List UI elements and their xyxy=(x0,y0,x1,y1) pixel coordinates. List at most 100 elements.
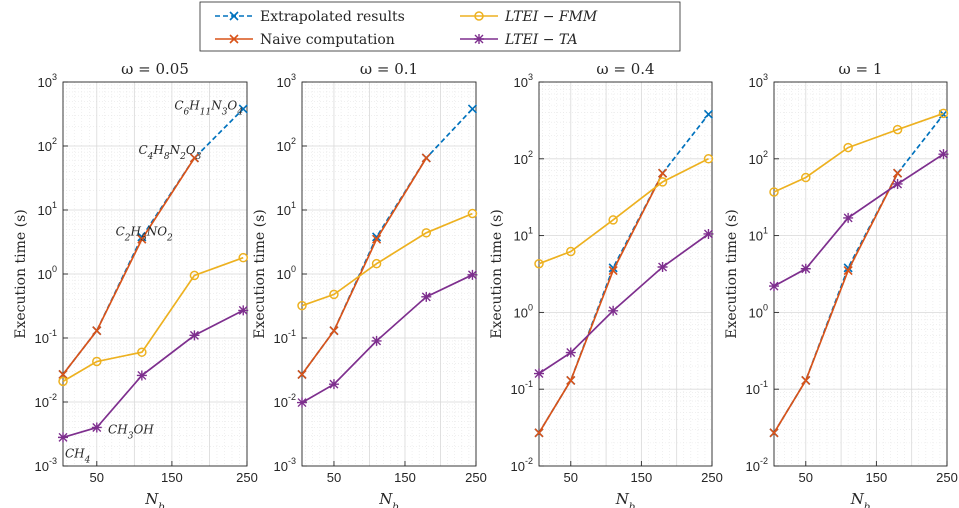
x-axis-label: Nb xyxy=(378,490,399,508)
data-point xyxy=(938,108,949,119)
data-point xyxy=(58,432,68,443)
series-line xyxy=(773,112,944,193)
data-point xyxy=(843,142,853,153)
y-tick-label: 10-2 xyxy=(35,392,57,410)
x-tick-label: 150 xyxy=(631,470,653,485)
data-point xyxy=(801,375,811,386)
data-point xyxy=(843,212,854,223)
series-ltei-fmm xyxy=(769,108,949,197)
series-naive-computation xyxy=(297,153,431,379)
series-naive-computation xyxy=(534,168,668,438)
y-tick-label: 100 xyxy=(277,264,296,282)
data-point xyxy=(608,215,618,225)
data-point xyxy=(566,246,576,257)
x-tick-label: 250 xyxy=(236,470,258,485)
legend-label: Naive computation xyxy=(260,32,395,48)
series-ltei-fmm xyxy=(297,208,478,311)
data-point xyxy=(769,187,779,197)
x-axis-label: Nb xyxy=(850,490,871,508)
data-point xyxy=(657,262,668,273)
data-point xyxy=(703,228,714,239)
data-point xyxy=(658,168,668,178)
y-tick-label: 10-2 xyxy=(274,392,296,410)
y-tick-label: 103 xyxy=(277,72,296,90)
grid xyxy=(539,81,713,467)
panel-1: 10-3 10-2 10-1 100 101 102 103 50 150 250 ω = 0.05… xyxy=(13,60,258,508)
series-line xyxy=(62,309,244,439)
annotation-ch4: CH4 xyxy=(65,447,91,466)
y-tick-label: 10-1 xyxy=(35,328,57,346)
data-point xyxy=(938,149,949,160)
legend-entry-ltei-fmm: LTEI − FMM xyxy=(460,9,598,25)
panel-2: 10-3 10-2 10-1 100 101 102 103 50 150 250 ω = 0.1 E… xyxy=(252,60,487,508)
grid xyxy=(774,81,948,467)
y-tick-label: 100 xyxy=(749,302,768,320)
data-point xyxy=(137,347,147,357)
data-point xyxy=(657,177,668,187)
data-point xyxy=(703,154,714,164)
legend-label: LTEI − TA xyxy=(504,32,578,48)
axes-box xyxy=(538,81,713,467)
data-point xyxy=(297,369,307,379)
series-extrapolated-results xyxy=(534,109,714,438)
data-point xyxy=(892,178,903,189)
data-point xyxy=(703,109,714,119)
data-point xyxy=(92,326,102,336)
panel-4: 10-2 10-1 100 101 102 103 50 150 250 ω = 1 Executi… xyxy=(724,60,958,508)
y-tick-label: 102 xyxy=(277,136,296,154)
data-point xyxy=(566,375,576,386)
y-tick-label: 103 xyxy=(514,72,533,90)
y-tick-label: 10-3 xyxy=(274,456,296,474)
data-point xyxy=(800,263,811,274)
data-point xyxy=(238,252,248,263)
x-tick-label: 150 xyxy=(394,470,416,485)
series-group xyxy=(769,108,949,438)
y-axis-label: Execution time (s) xyxy=(13,209,29,338)
y-tick-label: 100 xyxy=(514,302,533,320)
legend-box: Extrapolated results Naive computation LTE… xyxy=(199,1,681,52)
legend-marker xyxy=(474,11,484,21)
data-point xyxy=(189,330,200,341)
data-point xyxy=(843,266,853,276)
data-point xyxy=(467,208,478,219)
series-ltei-ta xyxy=(297,269,478,408)
data-point xyxy=(769,281,779,292)
data-point xyxy=(189,153,199,163)
data-point xyxy=(534,258,544,269)
annotation-c2h5no2: C2H5NO2 xyxy=(116,224,173,243)
x-tick-label: 50 xyxy=(327,470,341,485)
y-tick-label: 101 xyxy=(749,226,768,244)
y-tick-label: 101 xyxy=(514,226,533,244)
data-point xyxy=(92,356,102,367)
x-tick-label: 150 xyxy=(161,470,183,485)
data-point xyxy=(238,305,249,316)
data-point xyxy=(58,376,68,387)
data-point xyxy=(608,266,618,276)
data-point xyxy=(421,291,432,302)
data-point xyxy=(329,289,339,300)
y-tick-label: 10-1 xyxy=(746,379,768,397)
series-ltei-fmm xyxy=(534,154,714,269)
data-point xyxy=(136,370,147,381)
series-group xyxy=(534,109,714,438)
data-point xyxy=(565,347,576,358)
data-point xyxy=(769,428,779,438)
data-point xyxy=(238,104,248,114)
x-tick-label: 50 xyxy=(799,470,813,485)
data-point xyxy=(372,234,382,244)
legend-marker xyxy=(229,34,239,44)
x-tick-label: 250 xyxy=(465,470,487,485)
data-point xyxy=(58,369,68,379)
data-point xyxy=(892,124,903,135)
series-line xyxy=(301,212,473,307)
data-point xyxy=(421,153,431,163)
series-ltei-fmm xyxy=(58,252,248,387)
y-axis-label: Execution time (s) xyxy=(252,209,268,338)
series-line xyxy=(62,157,196,375)
data-point xyxy=(467,269,478,280)
y-tick-label: 103 xyxy=(749,72,768,90)
data-point xyxy=(371,258,382,269)
data-point xyxy=(328,379,339,390)
series-line xyxy=(773,172,899,434)
